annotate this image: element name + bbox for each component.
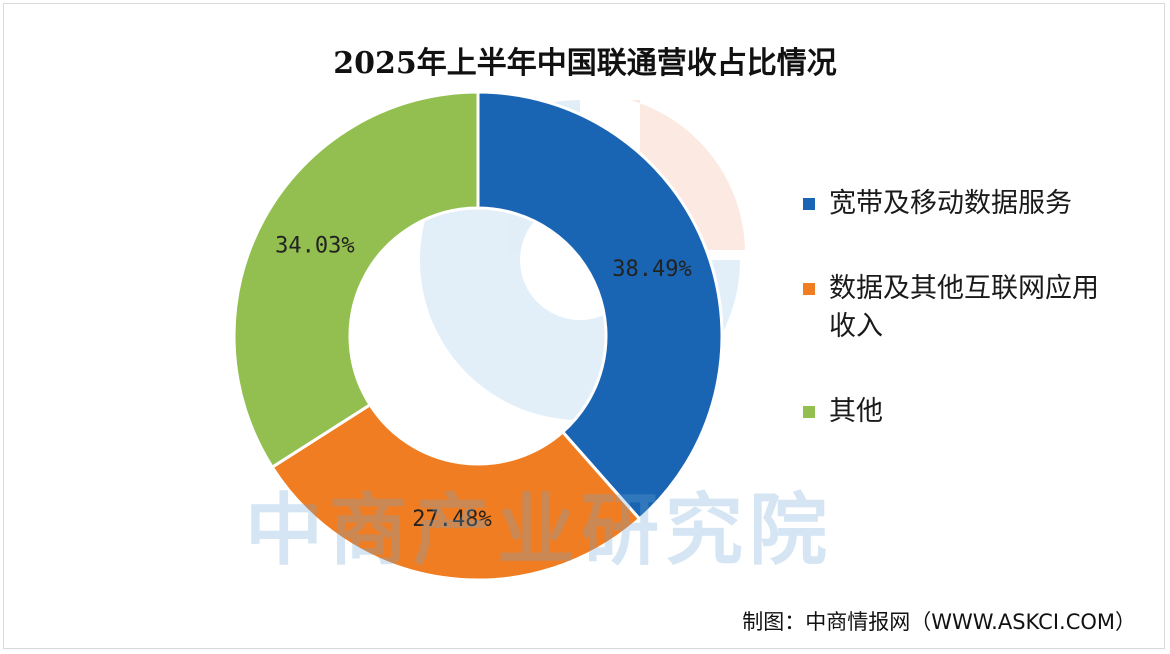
donut-data-labels: 38.49% 27.48% 34.03% xyxy=(275,234,692,533)
data-label-2: 34.03% xyxy=(275,234,354,259)
legend-swatch xyxy=(803,406,815,418)
legend-swatch xyxy=(803,283,815,295)
chart-legend: 宽带及移动数据服务 数据及其他互联网应用收入 其他 xyxy=(803,185,1103,478)
legend-item-data-internet: 数据及其他互联网应用收入 xyxy=(803,270,1099,346)
legend-swatch xyxy=(803,198,815,210)
legend-label: 宽带及移动数据服务 xyxy=(829,188,1072,219)
slice-other xyxy=(232,90,480,470)
donut-slices xyxy=(232,90,724,582)
legend-label: 其他 xyxy=(829,396,883,427)
data-label-1: 27.48% xyxy=(412,507,491,532)
watermark-text: 中商产业研究院 xyxy=(245,486,834,576)
legend-item-other: 其他 xyxy=(803,393,1099,431)
source-credit: 制图：中商情报网（WWW.ASKCI.COM） xyxy=(742,610,1136,634)
chart-frame xyxy=(3,3,1165,649)
legend-item-broadband: 宽带及移动数据服务 xyxy=(803,185,1099,223)
legend-label: 数据及其他互联网应用收入 xyxy=(829,273,1099,342)
data-label-0: 38.49% xyxy=(612,257,691,282)
slice-broadband-mobile-data xyxy=(476,90,724,522)
chart-title: 2025年上半年中国联通营收占比情况 xyxy=(333,46,837,81)
slice-data-internet-apps xyxy=(270,402,642,582)
